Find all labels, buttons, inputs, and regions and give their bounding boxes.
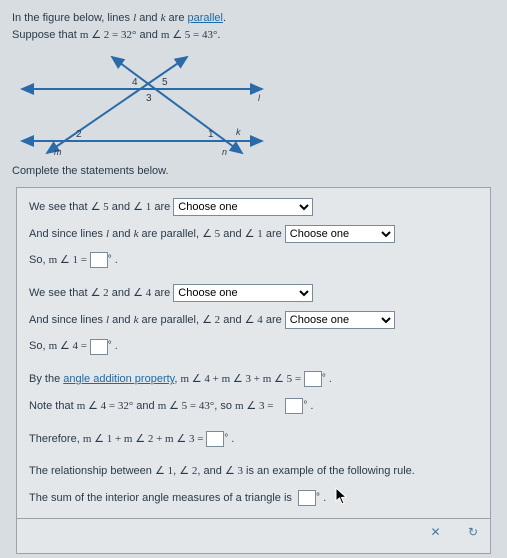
angle-4: ∠ 4 bbox=[133, 287, 151, 299]
question-text: In the figure below, lines l and k are p… bbox=[12, 10, 495, 43]
q-text: and bbox=[136, 12, 160, 24]
angle-4: ∠ 4 bbox=[245, 314, 263, 326]
angle-5: ∠ 5 bbox=[202, 228, 220, 240]
expr: m ∠ 5 = 43° bbox=[158, 400, 215, 412]
parallel-link[interactable]: parallel bbox=[188, 12, 223, 24]
expr-m2: m ∠ 2 = 32° bbox=[80, 29, 137, 41]
dropdown-2-4-relation[interactable]: Choose one bbox=[173, 284, 313, 302]
text: . bbox=[228, 433, 234, 445]
panel-footer: ✕ ↻ bbox=[17, 518, 490, 543]
text: Therefore, bbox=[29, 433, 83, 445]
q-text: In the figure below, lines bbox=[12, 12, 133, 24]
angle-2: ∠ 2 bbox=[91, 287, 109, 299]
text: and bbox=[133, 400, 157, 412]
text: The relationship between bbox=[29, 465, 155, 477]
text: . bbox=[112, 340, 118, 352]
svg-text:m: m bbox=[54, 147, 62, 157]
q-text: Suppose that bbox=[12, 29, 80, 41]
instruction-text: Complete the statements below. bbox=[12, 165, 495, 177]
svg-text:2: 2 bbox=[76, 129, 82, 140]
input-sum-123[interactable] bbox=[206, 431, 224, 447]
q-text: . bbox=[217, 29, 220, 41]
text: are parallel, bbox=[138, 228, 202, 240]
svg-text:n: n bbox=[222, 147, 227, 157]
text: , and bbox=[197, 465, 225, 477]
text: are bbox=[263, 314, 285, 326]
text: and bbox=[109, 314, 133, 326]
text: . bbox=[320, 492, 326, 504]
svg-text:4: 4 bbox=[132, 77, 138, 88]
statement-group-1: We see that ∠ 5 and ∠ 1 are Choose one A… bbox=[29, 198, 478, 270]
text: We see that bbox=[29, 287, 91, 299]
expr-m5: m ∠ 5 = 43° bbox=[161, 29, 218, 41]
input-m1[interactable] bbox=[90, 252, 108, 268]
text: and bbox=[109, 228, 133, 240]
text: The sum of the interior angle measures o… bbox=[29, 492, 295, 504]
clear-button[interactable]: ✕ bbox=[431, 525, 441, 539]
text: and bbox=[220, 228, 244, 240]
angle-2: ∠ 2 bbox=[202, 314, 220, 326]
statement-group-5: The relationship between ∠ 1, ∠ 2, and ∠… bbox=[29, 462, 478, 507]
expr: m ∠ 4 + m ∠ 3 + m ∠ 5 = bbox=[180, 373, 303, 385]
text: . bbox=[112, 254, 118, 266]
text: Note that bbox=[29, 400, 77, 412]
expr: m ∠ 1 + m ∠ 2 + m ∠ 3 = bbox=[83, 433, 206, 445]
angle-addition-link[interactable]: angle addition property bbox=[63, 373, 174, 385]
text: By the bbox=[29, 373, 63, 385]
expr: m ∠ 1 = bbox=[49, 254, 90, 266]
dropdown-5-1-relation[interactable]: Choose one bbox=[173, 198, 313, 216]
q-text: are bbox=[166, 12, 188, 24]
dropdown-2-4-parallel[interactable]: Choose one bbox=[285, 311, 395, 329]
svg-text:1: 1 bbox=[208, 129, 214, 140]
text: So, bbox=[29, 254, 49, 266]
input-triangle-sum[interactable] bbox=[298, 490, 316, 506]
statement-group-2: We see that ∠ 2 and ∠ 4 are Choose one A… bbox=[29, 284, 478, 356]
q-text: . bbox=[223, 12, 226, 24]
text: are bbox=[151, 287, 173, 299]
text: . bbox=[326, 373, 332, 385]
angle-1: ∠ 1 bbox=[155, 465, 173, 477]
answer-panel: We see that ∠ 5 and ∠ 1 are Choose one A… bbox=[16, 187, 491, 554]
svg-text:5: 5 bbox=[162, 77, 168, 88]
svg-text:k: k bbox=[236, 127, 241, 137]
dropdown-5-1-parallel[interactable]: Choose one bbox=[285, 225, 395, 243]
text: are bbox=[263, 228, 285, 240]
text: is an example of the following rule. bbox=[243, 465, 415, 477]
text: and bbox=[109, 287, 133, 299]
text: , so bbox=[214, 400, 235, 412]
angle-1: ∠ 1 bbox=[133, 201, 151, 213]
text: and bbox=[220, 314, 244, 326]
expr: m ∠ 3 = bbox=[235, 400, 276, 412]
redo-button[interactable]: ↻ bbox=[468, 525, 478, 539]
svg-text:3: 3 bbox=[146, 93, 152, 104]
text: We see that bbox=[29, 201, 91, 213]
svg-text:l: l bbox=[258, 93, 261, 103]
angle-3: ∠ 3 bbox=[225, 465, 243, 477]
q-text: and bbox=[136, 29, 160, 41]
input-m3[interactable] bbox=[285, 398, 303, 414]
expr: m ∠ 4 = 32° bbox=[77, 400, 134, 412]
angle-1: ∠ 1 bbox=[245, 228, 263, 240]
text: and bbox=[109, 201, 133, 213]
input-m4[interactable] bbox=[90, 339, 108, 355]
expr: m ∠ 4 = bbox=[49, 340, 90, 352]
text: are parallel, bbox=[138, 314, 202, 326]
text: are bbox=[151, 201, 173, 213]
statement-group-4: Therefore, m ∠ 1 + m ∠ 2 + m ∠ 3 = ° . bbox=[29, 430, 478, 449]
input-sum-345[interactable] bbox=[304, 371, 322, 387]
text: So, bbox=[29, 340, 49, 352]
text: . bbox=[307, 400, 313, 412]
geometry-figure: 4 5 3 2 1 l k m n bbox=[12, 49, 272, 159]
angle-2: ∠ 2 bbox=[179, 465, 197, 477]
statement-group-3: By the angle addition property, m ∠ 4 + … bbox=[29, 370, 478, 415]
text: And since lines bbox=[29, 314, 106, 326]
text: And since lines bbox=[29, 228, 106, 240]
angle-5: ∠ 5 bbox=[91, 201, 109, 213]
